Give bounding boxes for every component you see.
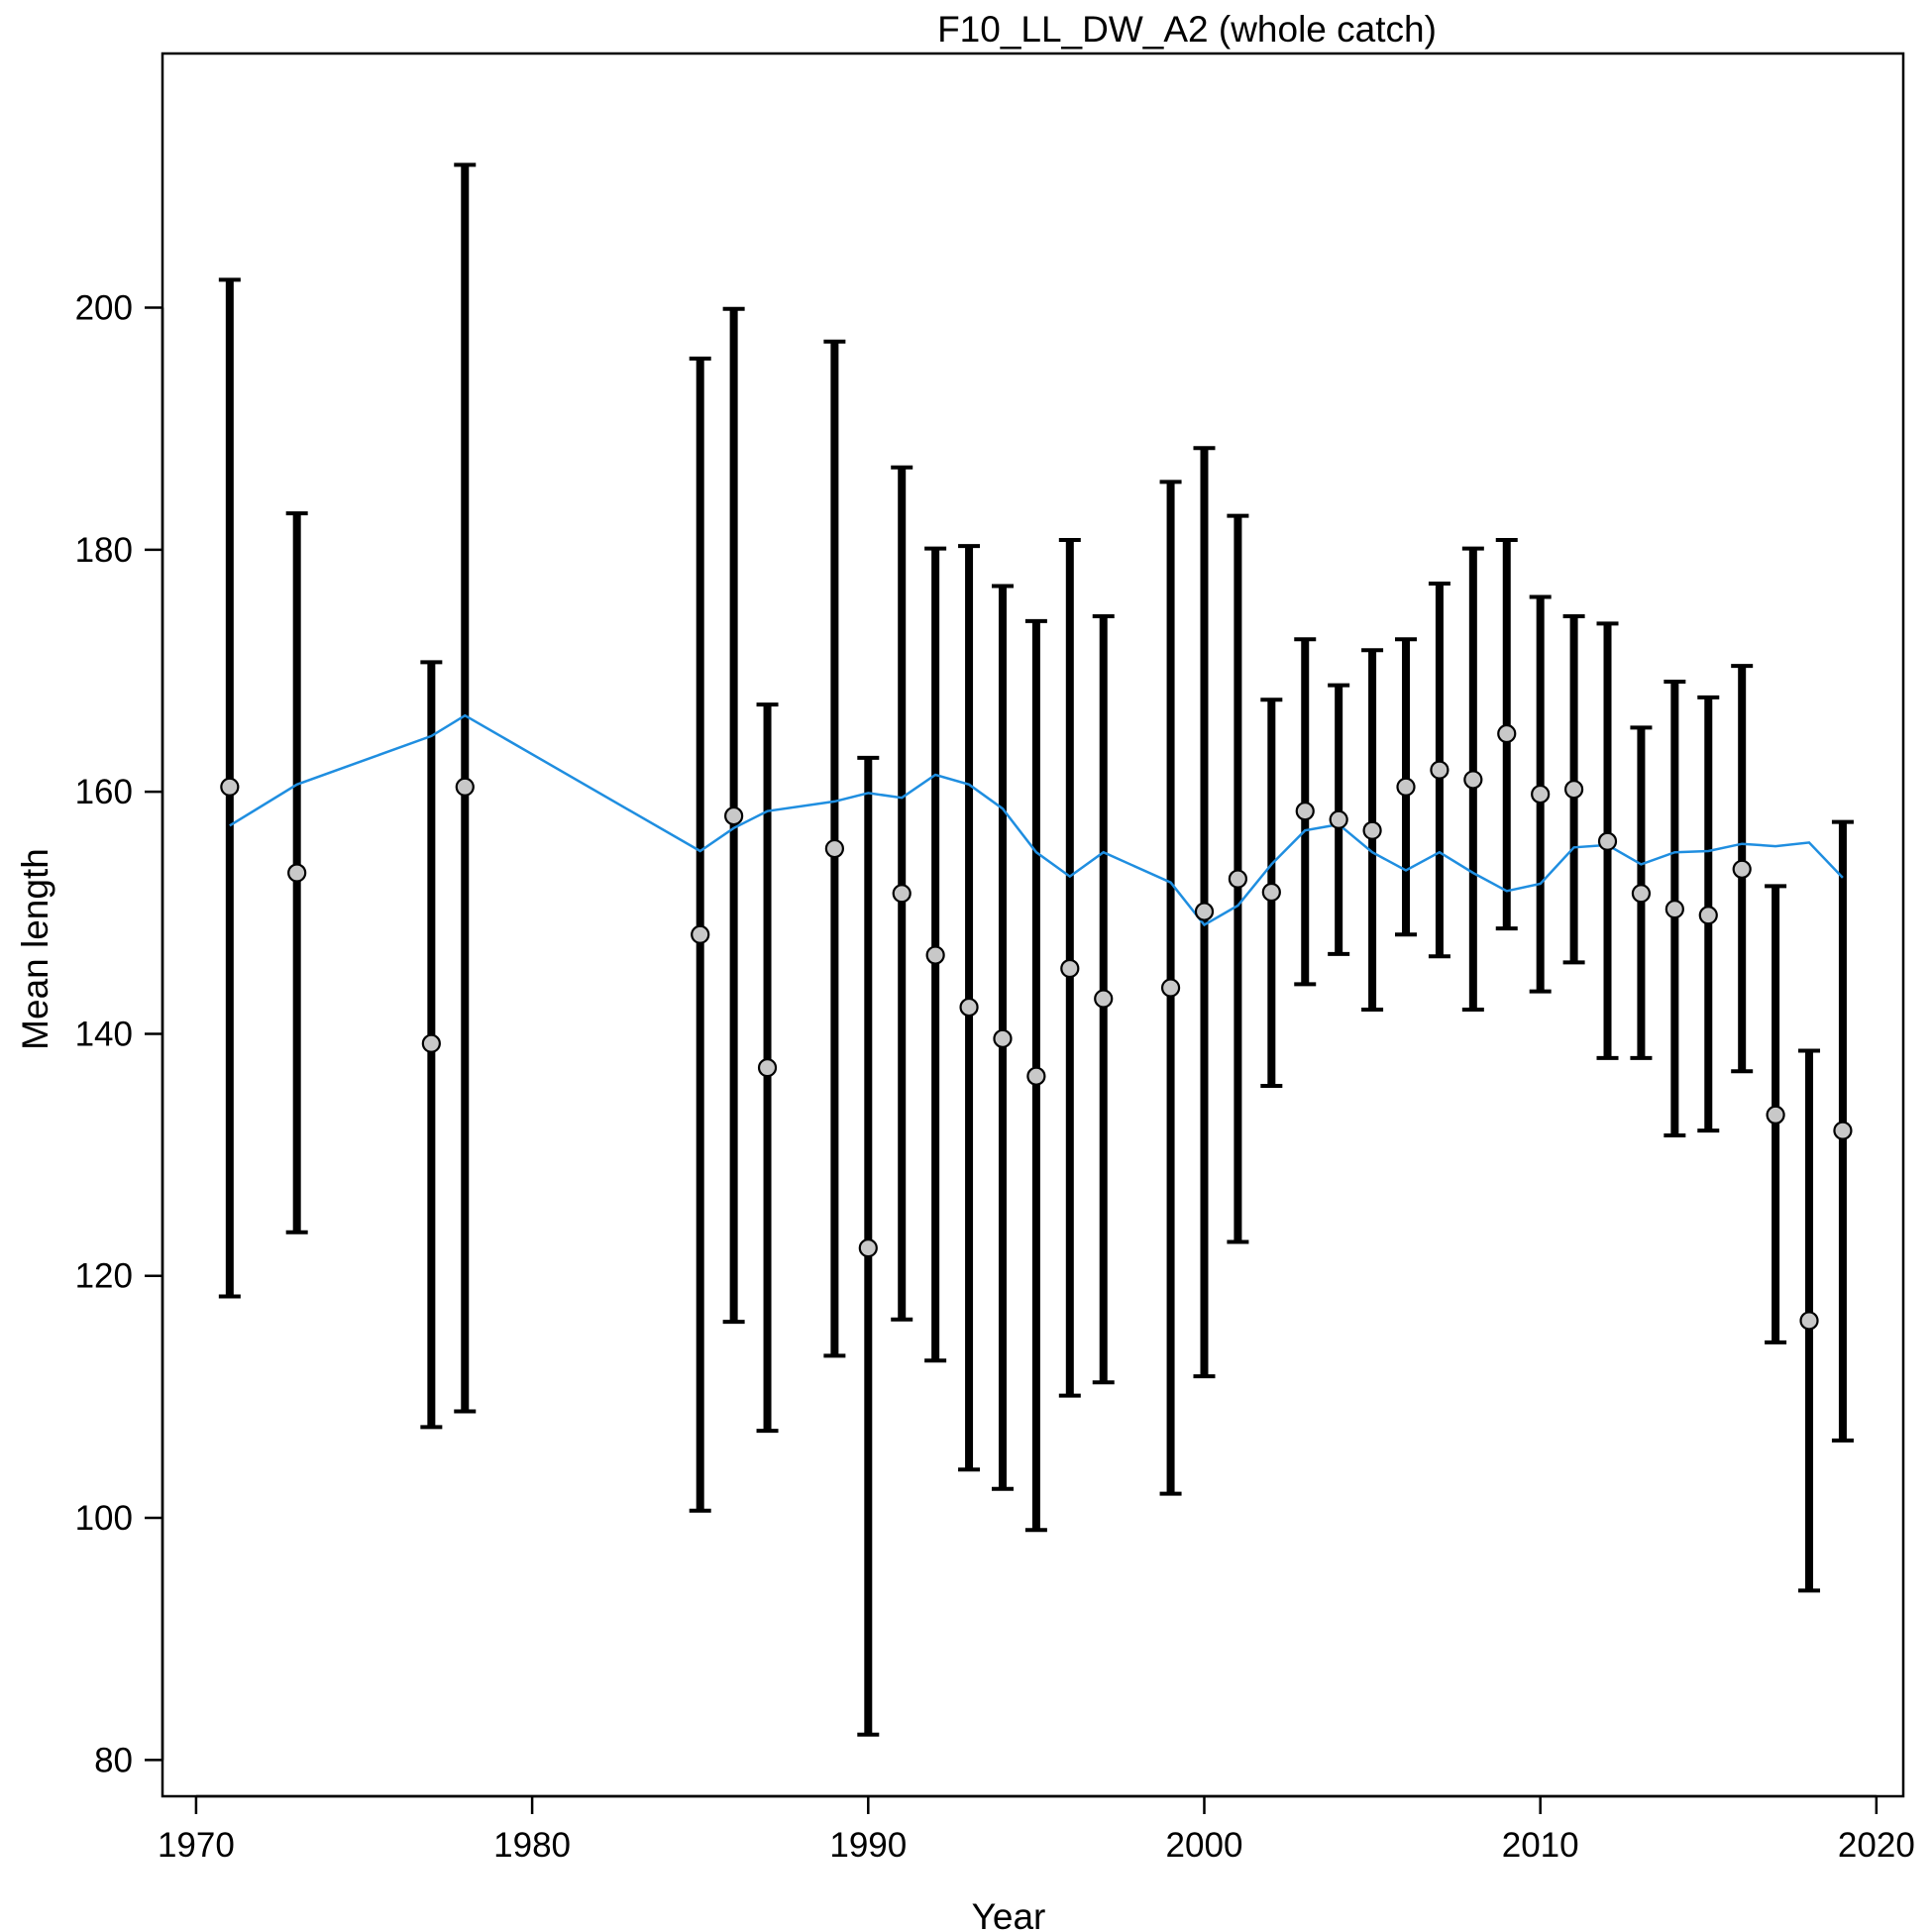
x-tick-label: 2010 <box>1502 1826 1579 1865</box>
data-point <box>1563 780 1584 800</box>
y-tick-label: 140 <box>75 1015 133 1053</box>
data-point <box>287 863 307 883</box>
data-point <box>1261 882 1281 903</box>
data-point <box>1463 770 1483 790</box>
y-tick-label: 80 <box>94 1741 133 1779</box>
data-point <box>959 997 979 1018</box>
y-tick-label: 100 <box>75 1499 133 1538</box>
data-point <box>1531 784 1551 805</box>
x-axis: 1970 1980 1990 2000 2010 2020 <box>158 1794 1915 1865</box>
y-axis-label: Mean length <box>15 848 55 1050</box>
data-point <box>1497 723 1517 744</box>
data-point <box>691 924 710 944</box>
y-axis: 80 100 120 140 160 180 200 <box>75 289 164 1779</box>
data-point <box>993 1028 1013 1048</box>
x-axis-label: Year <box>972 1896 1046 1932</box>
data-point <box>925 945 945 965</box>
data-point <box>1295 802 1315 821</box>
y-tick-label: 160 <box>75 773 133 811</box>
data-point <box>1766 1105 1785 1125</box>
data-point <box>1833 1121 1853 1140</box>
x-tick-label: 2020 <box>1838 1826 1915 1865</box>
data-point <box>1396 777 1416 797</box>
error-bars <box>218 162 1854 1737</box>
data-point <box>858 1238 878 1258</box>
data-point <box>1430 760 1449 780</box>
data-point <box>757 1058 778 1078</box>
fitted-line <box>229 713 1844 927</box>
data-point <box>421 1033 441 1053</box>
data-point <box>724 805 744 826</box>
y-tick-label: 120 <box>75 1257 133 1296</box>
data-point <box>1597 831 1618 851</box>
data-point <box>220 777 240 797</box>
x-tick-label: 1990 <box>829 1826 907 1865</box>
data-point <box>1664 900 1684 919</box>
data-point <box>1732 859 1752 879</box>
data-point <box>1160 978 1181 998</box>
data-point <box>1362 820 1382 840</box>
data-points <box>220 723 1853 1331</box>
y-tick-label: 200 <box>75 289 133 328</box>
data-point <box>455 777 475 797</box>
x-tick-label: 2000 <box>1166 1826 1243 1865</box>
data-point <box>1799 1311 1819 1331</box>
chart-title: F10_LL_DW_A2 (whole catch) <box>937 9 1437 50</box>
data-point <box>1698 906 1718 925</box>
data-point <box>892 884 912 904</box>
x-tick-label: 1970 <box>158 1826 235 1865</box>
data-point <box>1094 989 1114 1009</box>
data-point <box>1194 902 1215 921</box>
data-point <box>1631 884 1652 904</box>
data-point <box>1060 958 1080 979</box>
data-point <box>1228 869 1248 889</box>
y-tick-label: 180 <box>75 531 133 570</box>
data-point <box>1026 1066 1046 1086</box>
data-point <box>1329 809 1348 829</box>
data-point <box>824 838 844 859</box>
x-tick-label: 1980 <box>493 1826 571 1865</box>
